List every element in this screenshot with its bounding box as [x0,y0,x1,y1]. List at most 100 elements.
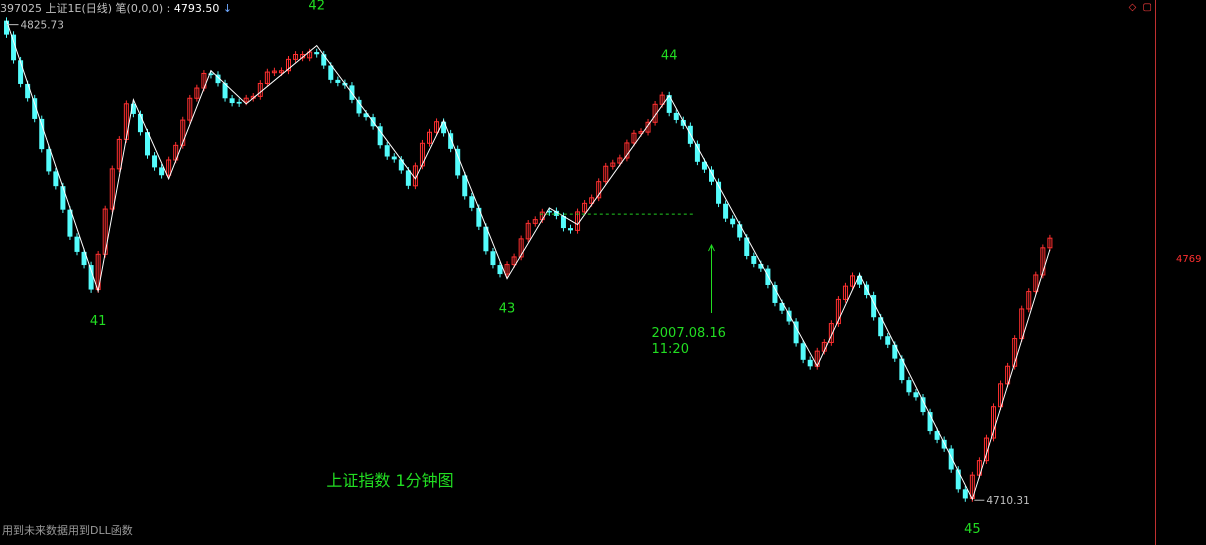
candle-down [130,103,136,114]
candle-up [991,406,996,439]
candle-up [1026,291,1032,310]
indicator-value: 4793.50 [173,2,220,15]
window-controls: ◇ ▢ [1126,2,1152,13]
down-arrow-icon: ↓ [222,2,233,15]
candle-down [927,412,933,432]
candle-up [1040,247,1046,276]
candle-down [560,215,566,229]
candle-down [18,60,24,84]
candle-down [758,263,764,269]
candle-up [659,94,665,105]
stroke-vertex-label: 45 [964,522,981,537]
candle-down [490,251,496,266]
candle-down [800,343,806,360]
candle-down [864,284,870,296]
candle-down [920,397,926,413]
candle-down [88,265,94,290]
candle-up [434,121,440,133]
chart-header: 397025 上证1E(日线) 笔(0,0,0) : 4793.50 ↓ [0,0,232,16]
candle-down [384,145,390,157]
annotation-text: 11:20 [652,342,689,357]
restore-icon[interactable]: ▢ [1142,2,1152,13]
stroke-vertex-label: 44 [661,49,678,64]
candle-down [709,169,714,182]
candle-down [222,83,228,99]
candle-up [589,197,595,204]
candle-down [857,275,863,285]
annotation-text: 2007.08.16 [652,326,726,341]
candle-down [701,161,707,170]
index-code: 397025 [0,2,42,15]
price-axis-tick: 4769 [1176,254,1201,265]
candle-down [497,265,503,275]
candle-down [899,358,905,381]
chart-title: 上证指数 1分钟图 [326,471,453,490]
candle-up [842,285,848,300]
separator: : [166,2,171,15]
candle-down [152,155,158,168]
candle-up [624,142,630,159]
candle-up [180,119,186,146]
candle-up [187,97,193,121]
candle-down [159,167,165,176]
candle-up [427,131,432,144]
candle-down [906,380,912,393]
candle-down [60,186,66,210]
candle-up [610,162,616,167]
candle-down [441,121,447,134]
stroke-vertex-label: 41 [90,314,107,329]
candle-down [892,344,898,359]
candle-down [32,98,38,119]
min-price-label: 4710.31 [986,495,1029,507]
candle-up [271,70,277,74]
candle-down [236,101,242,104]
candle-down [363,113,369,118]
candle-down [793,321,799,344]
candle-up [617,157,623,164]
candle-up [243,97,249,103]
candle-down [483,226,489,252]
bi-stroke-line [6,20,1051,501]
candle-up [596,181,602,199]
footer-note: 用到未来数据用到DLL函数 [2,523,133,537]
candle-down [744,237,750,256]
candle-down [553,210,559,216]
candle-down [772,284,778,303]
candle-down [328,65,334,80]
candle-down [948,448,954,470]
candle-up [850,275,855,287]
candle-down [67,209,73,237]
candle-up [419,142,425,167]
candle-up [511,256,517,266]
candle-up [286,58,291,72]
candle-down [934,431,940,440]
candle-down [955,469,961,490]
candle-up [603,165,609,183]
candle-up [582,202,588,213]
candle-down [81,251,87,266]
candle-down [137,113,143,133]
candle-down [405,170,411,186]
candle-down [469,196,475,208]
candle-down [807,359,813,367]
candle-down [751,255,757,264]
candle-up [1019,308,1025,340]
candle-down [962,489,968,499]
candle-down [215,74,221,84]
candle-down [871,295,877,318]
candle-up [525,222,531,240]
candle-down [737,224,743,238]
candle-down [913,392,919,398]
index-name: 上证1E(日线) [45,2,113,15]
candle-up [631,132,637,144]
candle-down [74,236,80,252]
candle-down [568,228,573,231]
candle-down [398,159,404,171]
candle-up [1047,237,1053,249]
candle-up [109,168,115,210]
candle-up [532,219,538,224]
candle-up [1033,274,1039,293]
diamond-icon[interactable]: ◇ [1128,2,1137,13]
candle-up [983,437,989,462]
